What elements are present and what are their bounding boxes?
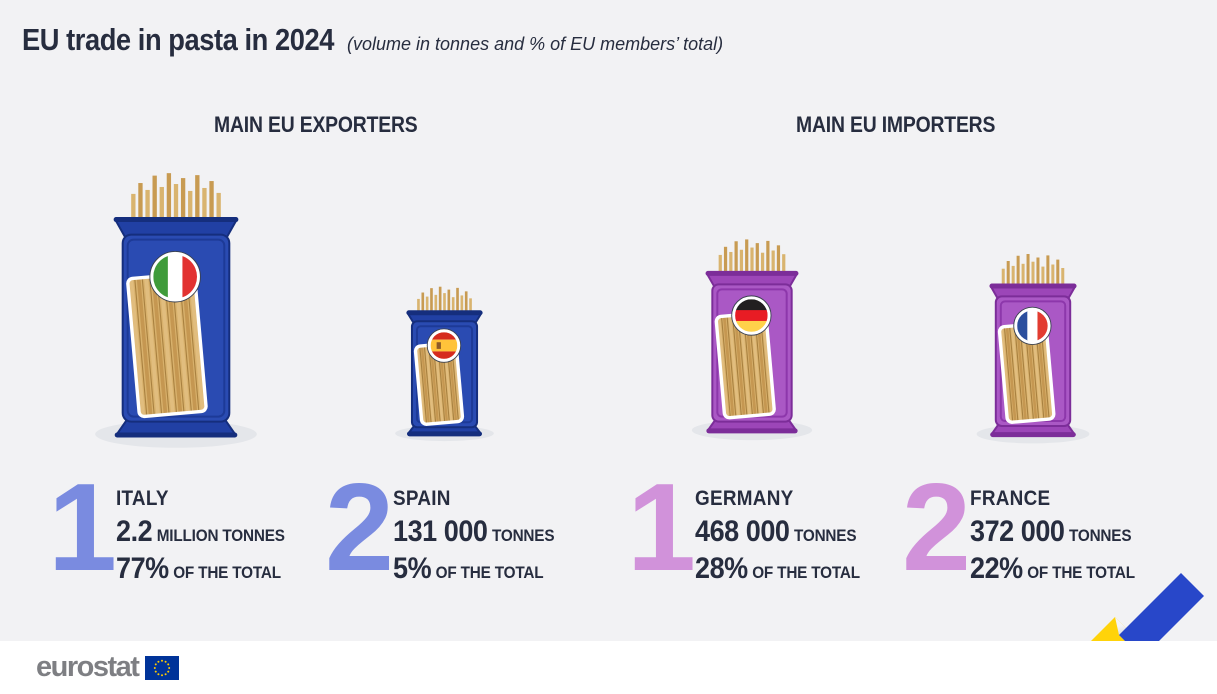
- pasta-package-germany: [691, 239, 813, 441]
- stat-block-spain: 2 SPAIN 131 000 TONNES 5% OF THE TOTAL: [325, 466, 572, 590]
- page-subtitle: (volume in tonnes and % of EU members’ t…: [347, 34, 724, 54]
- page-title: EU trade in pasta in 2024: [22, 22, 334, 57]
- rank-number: 1: [48, 459, 117, 597]
- pasta-window: [997, 321, 1056, 424]
- rank-number: 2: [902, 459, 971, 597]
- section-header-importers: MAIN EU IMPORTERS: [796, 112, 996, 137]
- share-line: 77% OF THE TOTAL: [116, 552, 281, 585]
- rank-number: 1: [627, 459, 696, 597]
- france-flag-icon: [1013, 306, 1052, 345]
- germany-flag-icon: [731, 295, 772, 336]
- section-header-exporters: MAIN EU EXPORTERS: [214, 112, 418, 137]
- stat-block-italy: 1 ITALY 2.2 MILLION TONNES 77% OF THE TOTA…: [48, 466, 304, 590]
- share-line: 5% OF THE TOTAL: [393, 552, 544, 585]
- country-label: FRANCE: [970, 487, 1051, 510]
- stat-block-france: 2 FRANCE 372 000 TONNES 22% OF THE TOTAL: [902, 466, 1153, 590]
- spain-flag-icon: [426, 328, 462, 363]
- pasta-window: [413, 341, 465, 426]
- country-label: ITALY: [116, 487, 169, 510]
- country-label: SPAIN: [393, 487, 451, 510]
- pasta-package-spain: [395, 286, 494, 442]
- italy-flag-icon: [149, 251, 201, 303]
- share-line: 22% OF THE TOTAL: [970, 552, 1135, 585]
- pasta-package-france: [976, 254, 1090, 444]
- rank-number: 2: [325, 459, 394, 597]
- volume-line: 468 000 TONNES: [695, 515, 857, 548]
- pasta-window: [126, 271, 208, 419]
- pasta-window: [714, 311, 776, 420]
- pasta-package-italy: [95, 173, 257, 448]
- country-label: GERMANY: [695, 487, 794, 510]
- stat-block-germany: 1 GERMANY 468 000 TONNES 28% OF THE TOTAL: [627, 466, 878, 590]
- volume-line: 372 000 TONNES: [970, 515, 1132, 548]
- volume-line: 131 000 TONNES: [393, 515, 555, 548]
- volume-line: 2.2 MILLION TONNES: [116, 515, 285, 548]
- eurostat-logo-text: eurostat: [36, 651, 140, 683]
- eurostat-logo: eurostat: [36, 651, 180, 683]
- footer-bar: eurostat: [0, 641, 1217, 694]
- eu-flag-icon: [145, 655, 180, 680]
- share-line: 28% OF THE TOTAL: [695, 552, 860, 585]
